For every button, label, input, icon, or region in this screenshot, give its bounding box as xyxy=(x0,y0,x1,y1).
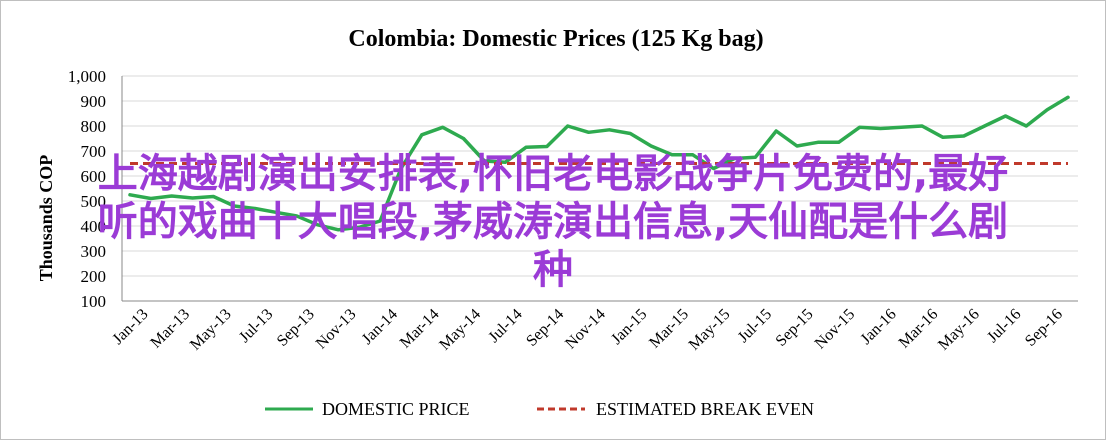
series-line-domestic-price xyxy=(128,95,1070,232)
x-tick-label: Sep-16 xyxy=(1022,306,1066,350)
x-tick-label: May-14 xyxy=(436,306,484,354)
x-tick-label: Jul-16 xyxy=(984,306,1024,346)
x-tick-label: Jul-15 xyxy=(735,306,775,346)
x-tick-label: Mar-13 xyxy=(147,306,193,352)
legend: DOMESTIC PRICE ESTIMATED BREAK EVEN xyxy=(265,399,814,419)
y-tick-label: 700 xyxy=(81,142,107,161)
series-layer xyxy=(128,95,1070,232)
grid-layer xyxy=(122,75,1078,302)
y-tick-label: 300 xyxy=(81,242,107,261)
y-tick-label: 1,000 xyxy=(68,67,106,86)
x-tick-label: Sep-15 xyxy=(773,306,817,350)
y-tick-label: 400 xyxy=(81,217,107,236)
x-tick-label: May-15 xyxy=(686,306,734,354)
y-tick-label: 600 xyxy=(81,167,107,186)
y-tick-label: 500 xyxy=(81,192,107,211)
x-tick-label: Nov-14 xyxy=(562,306,609,353)
x-tick-label: Jul-14 xyxy=(485,306,525,346)
x-tick-label: Sep-14 xyxy=(523,306,567,350)
y-tick-label: 800 xyxy=(81,117,107,136)
x-tick-label: May-13 xyxy=(187,306,235,354)
x-tick-label: Mar-14 xyxy=(397,306,443,352)
x-tick-label: May-16 xyxy=(935,306,983,354)
x-tick-label: Jul-13 xyxy=(236,306,276,346)
x-tick-label: Jan-13 xyxy=(109,306,151,348)
y-axis-label: Thousands COP xyxy=(36,155,56,282)
y-tick-label: 200 xyxy=(81,267,107,286)
legend-label: ESTIMATED BREAK EVEN xyxy=(596,399,814,419)
x-tick-label: Mar-16 xyxy=(896,306,942,352)
legend-label: DOMESTIC PRICE xyxy=(322,399,470,419)
y-tick-label: 100 xyxy=(81,292,107,311)
y-tick-label: 900 xyxy=(81,92,107,111)
x-tick-label: Jan-15 xyxy=(608,306,650,348)
x-tick-label: Jan-16 xyxy=(858,306,900,348)
x-tick-label: Jan-14 xyxy=(359,306,401,348)
x-tick-label: Nov-13 xyxy=(313,306,360,353)
chart-title: Colombia: Domestic Prices (125 Kg bag) xyxy=(348,26,763,52)
x-tick-label: Nov-15 xyxy=(812,306,859,353)
x-tick-label: Sep-13 xyxy=(274,306,318,350)
x-tick-label: Mar-15 xyxy=(646,306,692,352)
